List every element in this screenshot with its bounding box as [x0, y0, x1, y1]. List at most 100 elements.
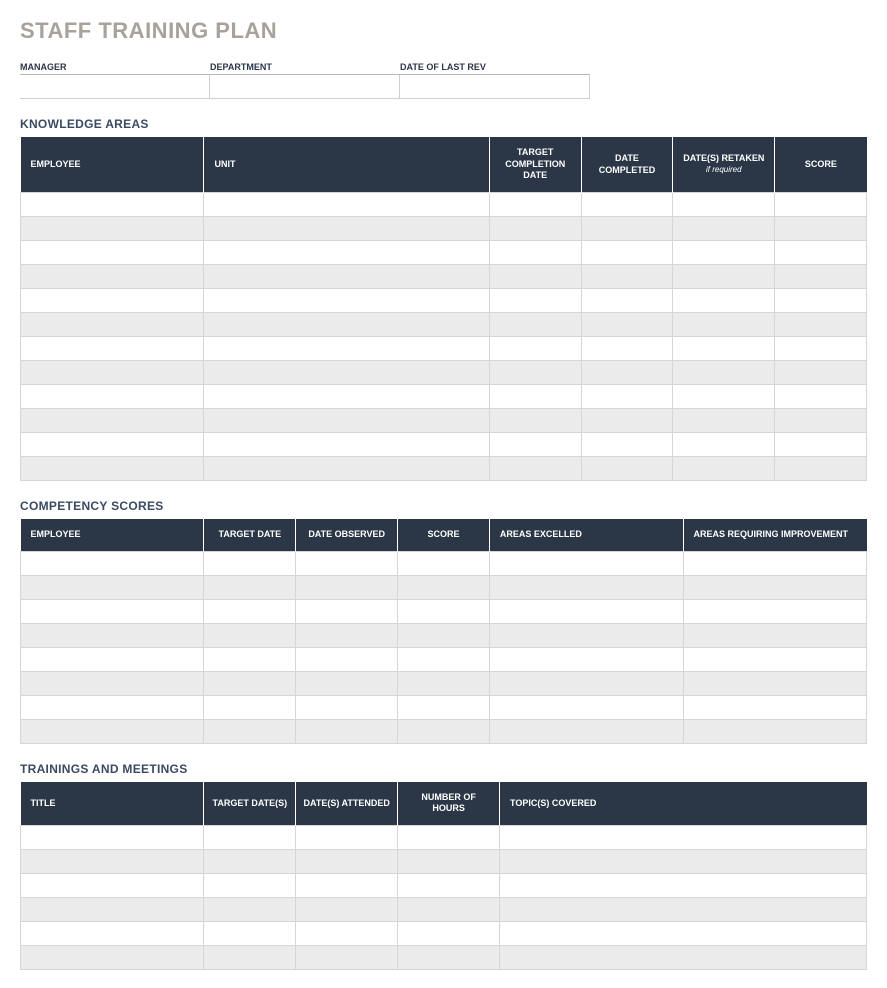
competency-cell[interactable]	[21, 671, 204, 695]
knowledge-cell[interactable]	[489, 241, 581, 265]
knowledge-cell[interactable]	[489, 337, 581, 361]
knowledge-cell[interactable]	[775, 409, 867, 433]
knowledge-cell[interactable]	[204, 193, 489, 217]
knowledge-cell[interactable]	[204, 241, 489, 265]
knowledge-cell[interactable]	[489, 433, 581, 457]
trainings-cell[interactable]	[204, 874, 296, 898]
knowledge-cell[interactable]	[673, 361, 775, 385]
trainings-cell[interactable]	[398, 826, 500, 850]
knowledge-cell[interactable]	[204, 385, 489, 409]
competency-cell[interactable]	[398, 575, 490, 599]
trainings-cell[interactable]	[204, 826, 296, 850]
competency-cell[interactable]	[296, 575, 398, 599]
knowledge-cell[interactable]	[581, 337, 673, 361]
competency-cell[interactable]	[21, 623, 204, 647]
competency-cell[interactable]	[204, 623, 296, 647]
competency-cell[interactable]	[21, 719, 204, 743]
knowledge-cell[interactable]	[775, 433, 867, 457]
competency-cell[interactable]	[489, 695, 683, 719]
knowledge-cell[interactable]	[775, 265, 867, 289]
trainings-cell[interactable]	[21, 946, 204, 970]
knowledge-cell[interactable]	[775, 193, 867, 217]
knowledge-cell[interactable]	[581, 193, 673, 217]
competency-cell[interactable]	[398, 695, 490, 719]
knowledge-cell[interactable]	[204, 361, 489, 385]
trainings-cell[interactable]	[296, 898, 398, 922]
trainings-cell[interactable]	[398, 874, 500, 898]
competency-cell[interactable]	[398, 647, 490, 671]
trainings-cell[interactable]	[500, 946, 867, 970]
knowledge-cell[interactable]	[204, 265, 489, 289]
competency-cell[interactable]	[683, 551, 866, 575]
competency-cell[interactable]	[489, 599, 683, 623]
trainings-cell[interactable]	[21, 922, 204, 946]
knowledge-cell[interactable]	[21, 265, 204, 289]
trainings-cell[interactable]	[500, 874, 867, 898]
knowledge-cell[interactable]	[581, 361, 673, 385]
competency-cell[interactable]	[204, 551, 296, 575]
competency-cell[interactable]	[204, 695, 296, 719]
competency-cell[interactable]	[683, 719, 866, 743]
knowledge-cell[interactable]	[489, 217, 581, 241]
knowledge-cell[interactable]	[581, 265, 673, 289]
competency-cell[interactable]	[683, 695, 866, 719]
trainings-cell[interactable]	[296, 946, 398, 970]
knowledge-cell[interactable]	[21, 241, 204, 265]
competency-cell[interactable]	[683, 575, 866, 599]
knowledge-cell[interactable]	[21, 457, 204, 481]
trainings-cell[interactable]	[21, 874, 204, 898]
trainings-cell[interactable]	[204, 946, 296, 970]
knowledge-cell[interactable]	[673, 409, 775, 433]
knowledge-cell[interactable]	[489, 265, 581, 289]
knowledge-cell[interactable]	[673, 457, 775, 481]
competency-cell[interactable]	[296, 623, 398, 647]
trainings-cell[interactable]	[21, 826, 204, 850]
competency-cell[interactable]	[204, 599, 296, 623]
knowledge-cell[interactable]	[489, 457, 581, 481]
trainings-cell[interactable]	[204, 922, 296, 946]
knowledge-cell[interactable]	[581, 385, 673, 409]
trainings-cell[interactable]	[204, 898, 296, 922]
knowledge-cell[interactable]	[673, 433, 775, 457]
knowledge-cell[interactable]	[489, 361, 581, 385]
knowledge-cell[interactable]	[21, 289, 204, 313]
knowledge-cell[interactable]	[21, 217, 204, 241]
competency-cell[interactable]	[21, 551, 204, 575]
knowledge-cell[interactable]	[489, 289, 581, 313]
trainings-cell[interactable]	[500, 922, 867, 946]
knowledge-cell[interactable]	[673, 217, 775, 241]
competency-cell[interactable]	[296, 599, 398, 623]
knowledge-cell[interactable]	[775, 241, 867, 265]
competency-cell[interactable]	[296, 719, 398, 743]
knowledge-cell[interactable]	[204, 409, 489, 433]
knowledge-cell[interactable]	[489, 409, 581, 433]
competency-cell[interactable]	[21, 695, 204, 719]
trainings-cell[interactable]	[296, 850, 398, 874]
knowledge-cell[interactable]	[581, 457, 673, 481]
knowledge-cell[interactable]	[489, 385, 581, 409]
trainings-cell[interactable]	[500, 850, 867, 874]
knowledge-cell[interactable]	[673, 193, 775, 217]
knowledge-cell[interactable]	[21, 337, 204, 361]
knowledge-cell[interactable]	[775, 385, 867, 409]
competency-cell[interactable]	[296, 695, 398, 719]
trainings-cell[interactable]	[500, 898, 867, 922]
competency-cell[interactable]	[489, 551, 683, 575]
competency-cell[interactable]	[204, 575, 296, 599]
knowledge-cell[interactable]	[204, 433, 489, 457]
knowledge-cell[interactable]	[581, 313, 673, 337]
knowledge-cell[interactable]	[204, 457, 489, 481]
competency-cell[interactable]	[296, 671, 398, 695]
trainings-cell[interactable]	[21, 898, 204, 922]
knowledge-cell[interactable]	[489, 193, 581, 217]
knowledge-cell[interactable]	[775, 217, 867, 241]
competency-cell[interactable]	[21, 647, 204, 671]
competency-cell[interactable]	[21, 599, 204, 623]
knowledge-cell[interactable]	[581, 241, 673, 265]
knowledge-cell[interactable]	[21, 313, 204, 337]
knowledge-cell[interactable]	[204, 217, 489, 241]
trainings-cell[interactable]	[398, 922, 500, 946]
knowledge-cell[interactable]	[775, 289, 867, 313]
trainings-cell[interactable]	[398, 946, 500, 970]
competency-cell[interactable]	[204, 647, 296, 671]
